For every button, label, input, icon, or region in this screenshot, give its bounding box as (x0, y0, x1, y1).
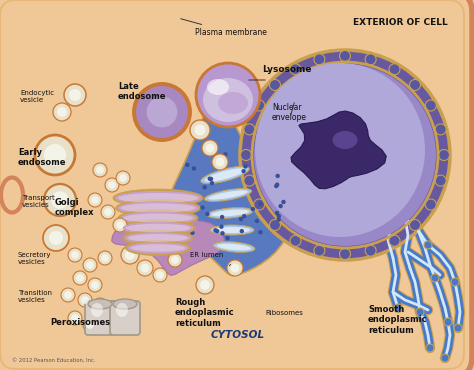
Ellipse shape (126, 224, 191, 232)
Circle shape (101, 254, 109, 262)
Circle shape (220, 215, 224, 219)
Ellipse shape (1, 178, 23, 212)
Circle shape (200, 280, 210, 290)
Circle shape (243, 164, 247, 169)
Circle shape (240, 50, 450, 260)
Circle shape (410, 80, 420, 91)
Circle shape (64, 84, 86, 106)
Circle shape (254, 64, 436, 246)
Ellipse shape (128, 234, 188, 242)
Circle shape (96, 166, 104, 174)
Text: Peroxisomes: Peroxisomes (50, 318, 110, 327)
Ellipse shape (207, 79, 229, 95)
Circle shape (425, 100, 436, 111)
Circle shape (202, 140, 218, 156)
Circle shape (35, 135, 75, 175)
FancyBboxPatch shape (110, 301, 140, 335)
Circle shape (194, 124, 206, 135)
Circle shape (244, 124, 255, 135)
Ellipse shape (118, 193, 198, 203)
Circle shape (182, 206, 186, 210)
Circle shape (275, 182, 279, 187)
Ellipse shape (116, 303, 128, 317)
Circle shape (255, 219, 259, 223)
Circle shape (451, 278, 459, 286)
Circle shape (215, 229, 219, 233)
Ellipse shape (113, 299, 137, 309)
Circle shape (116, 221, 124, 229)
Circle shape (125, 250, 135, 260)
Circle shape (121, 246, 139, 264)
Text: Transport
vesicles: Transport vesicles (22, 195, 55, 208)
Circle shape (389, 64, 400, 75)
Circle shape (196, 276, 214, 294)
Circle shape (275, 211, 279, 215)
Ellipse shape (128, 242, 189, 254)
Circle shape (278, 204, 283, 208)
Circle shape (254, 199, 265, 210)
Circle shape (290, 64, 301, 75)
Circle shape (431, 274, 439, 282)
Circle shape (438, 149, 449, 161)
Circle shape (76, 274, 84, 282)
Text: EXTERIOR OF CELL: EXTERIOR OF CELL (353, 18, 447, 27)
Circle shape (108, 181, 116, 189)
Ellipse shape (91, 303, 103, 317)
Circle shape (210, 181, 214, 185)
Text: Golgi
complex: Golgi complex (55, 198, 94, 218)
Circle shape (73, 271, 87, 285)
Text: Smooth
endoplasmic
reticulum: Smooth endoplasmic reticulum (368, 305, 428, 335)
Circle shape (220, 231, 225, 235)
Circle shape (83, 258, 97, 272)
Circle shape (86, 321, 94, 329)
Circle shape (424, 241, 432, 249)
Circle shape (214, 160, 218, 165)
Circle shape (78, 293, 92, 307)
Circle shape (190, 231, 195, 235)
Ellipse shape (116, 199, 201, 217)
Text: Endocytic
vesicle: Endocytic vesicle (20, 90, 54, 103)
Circle shape (274, 184, 278, 188)
Circle shape (239, 217, 243, 221)
Circle shape (226, 236, 230, 240)
Circle shape (208, 176, 212, 181)
Ellipse shape (204, 189, 252, 201)
Circle shape (275, 174, 280, 178)
Circle shape (113, 218, 127, 232)
Circle shape (101, 205, 115, 219)
Circle shape (258, 202, 262, 206)
Ellipse shape (213, 242, 255, 252)
Ellipse shape (211, 209, 249, 216)
Circle shape (196, 63, 260, 127)
Circle shape (426, 344, 434, 352)
Circle shape (201, 205, 205, 210)
Circle shape (240, 229, 244, 233)
Circle shape (441, 354, 449, 362)
Circle shape (435, 124, 446, 135)
Circle shape (68, 248, 82, 262)
Circle shape (202, 185, 207, 189)
Circle shape (81, 296, 89, 304)
Circle shape (410, 219, 420, 231)
Circle shape (83, 318, 97, 332)
Circle shape (91, 196, 99, 204)
Circle shape (416, 308, 424, 316)
Circle shape (51, 191, 69, 209)
Ellipse shape (118, 201, 199, 215)
Text: Early
endosome: Early endosome (18, 148, 66, 167)
Circle shape (389, 235, 400, 246)
Circle shape (270, 80, 281, 91)
Circle shape (223, 152, 228, 157)
Circle shape (240, 149, 252, 161)
Ellipse shape (210, 225, 254, 235)
Ellipse shape (120, 203, 195, 213)
Ellipse shape (115, 191, 201, 205)
Circle shape (209, 177, 213, 181)
Circle shape (137, 260, 153, 276)
Text: Late
endosome: Late endosome (118, 82, 166, 101)
Circle shape (43, 225, 69, 251)
Circle shape (57, 107, 67, 117)
Ellipse shape (214, 227, 250, 233)
Circle shape (219, 225, 224, 229)
